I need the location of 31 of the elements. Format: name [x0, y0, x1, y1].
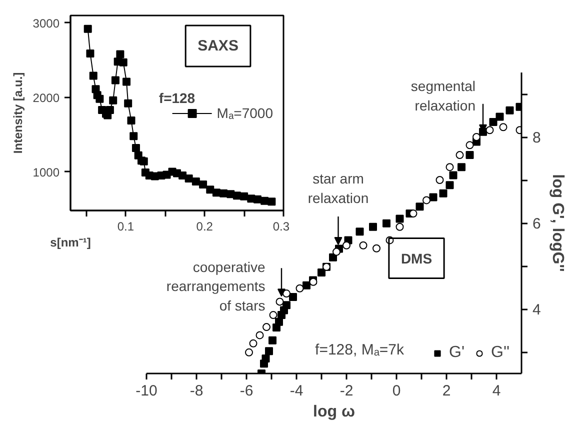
annotation: cooperative rearrangements of stars [166, 258, 266, 314]
x-tick-label: 2 [442, 382, 451, 400]
x-tick-label: 0.3 [272, 220, 290, 234]
y-axis-title: log G', logG'' [548, 174, 566, 272]
legend-label: Mₐ=7000 [216, 104, 273, 120]
y-tick-label: 1000 [32, 165, 60, 180]
x-tick-label: -6 [240, 382, 254, 400]
x-tick-label: 4 [492, 382, 501, 400]
x-tick-label: -2 [340, 382, 354, 400]
y-tick-label: 4 [532, 302, 541, 318]
x-tick-label: 0 [392, 382, 401, 400]
y-tick-label: 2000 [32, 90, 60, 105]
annotation: star arm relaxation [308, 170, 369, 206]
y-tick-label: 3000 [32, 16, 60, 30]
legend-label: G' [449, 344, 466, 362]
y-tick-label: 6 [532, 216, 541, 232]
x-tick-label: -4 [290, 382, 304, 400]
x-tick-label: -8 [190, 382, 204, 400]
annotation: SAXS [198, 38, 238, 55]
x-tick-label: 0.2 [196, 220, 214, 234]
y-axis-title: Intensity [a.u.] [10, 72, 25, 154]
annotation: segmental relaxation [410, 78, 476, 114]
annotation: f=128 [158, 90, 196, 106]
x-tick-label: 0.1 [117, 220, 134, 234]
annotation: f=128, Mₐ=7k [315, 341, 404, 358]
x-tick-label: -10 [136, 382, 158, 400]
y-tick-label: 8 [532, 130, 541, 146]
annotation: DMS [400, 250, 432, 266]
x-axis-title: log ω [313, 404, 355, 420]
x-axis-title: s[nm⁻¹] [50, 236, 91, 250]
legend-label: G'' [491, 344, 511, 362]
